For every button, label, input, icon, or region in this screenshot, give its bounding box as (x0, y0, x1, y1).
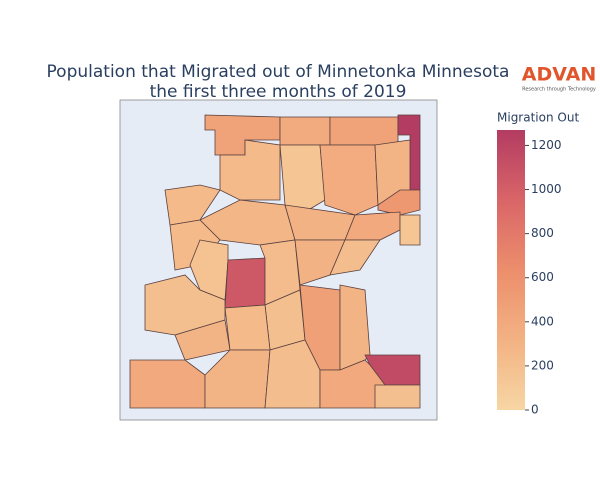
region (329, 116, 399, 146)
chart-subtitle: the first three months of 2019 (150, 82, 407, 102)
region (319, 359, 386, 409)
colorbar-tick-label: 1000 (531, 182, 562, 196)
region (339, 284, 371, 371)
colorbar-tick-label: 400 (531, 314, 554, 328)
region (399, 214, 421, 246)
region (164, 184, 221, 226)
region (219, 139, 281, 201)
colorbar-tick-label: 0 (531, 403, 539, 417)
colorbar-title: Migration Out (497, 111, 579, 125)
regions (129, 114, 421, 409)
colorbar-tick-label: 800 (531, 226, 554, 240)
logo-tagline: Research through Technology (522, 87, 596, 93)
colorbar-tick-label: 1200 (531, 138, 562, 152)
region (224, 257, 266, 309)
colorbar (497, 130, 525, 410)
region (279, 116, 331, 146)
colorbar-tick-label: 600 (531, 270, 554, 284)
region (319, 144, 379, 216)
region (129, 359, 206, 409)
logo: ADVAN (522, 64, 597, 86)
region (279, 144, 326, 216)
region (224, 304, 271, 351)
colorbar-tick-label: 200 (531, 358, 554, 372)
region (344, 211, 401, 241)
region (329, 239, 381, 276)
chart-title: Population that Migrated out of Minneton… (47, 62, 510, 82)
region (374, 384, 421, 409)
